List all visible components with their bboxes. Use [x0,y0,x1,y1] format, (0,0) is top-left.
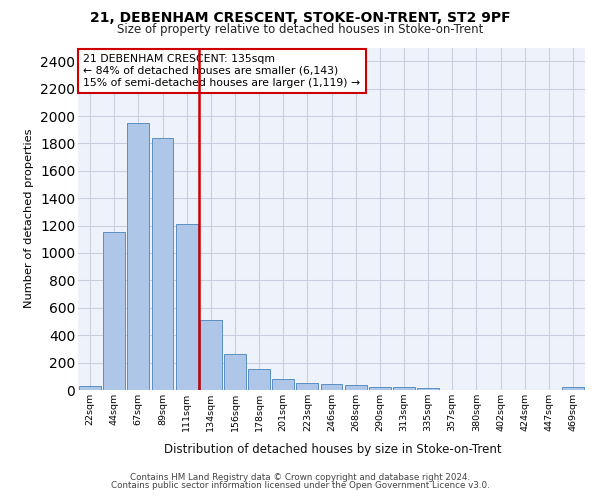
Text: Contains public sector information licensed under the Open Government Licence v3: Contains public sector information licen… [110,481,490,490]
Text: 21 DEBENHAM CRESCENT: 135sqm
← 84% of detached houses are smaller (6,143)
15% of: 21 DEBENHAM CRESCENT: 135sqm ← 84% of de… [83,54,360,88]
Bar [224,354,246,390]
Text: Size of property relative to detached houses in Stoke-on-Trent: Size of property relative to detached ho… [117,22,483,36]
Text: Contains HM Land Registry data © Crown copyright and database right 2024.: Contains HM Land Registry data © Crown c… [130,472,470,482]
Bar [393,388,415,390]
Bar [369,388,391,390]
Bar [127,123,149,390]
Bar [152,138,173,390]
Bar [320,384,343,390]
Bar [103,232,125,390]
Bar [296,383,318,390]
Text: Distribution of detached houses by size in Stoke-on-Trent: Distribution of detached houses by size … [164,442,502,456]
Bar [79,386,101,390]
Text: 21, DEBENHAM CRESCENT, STOKE-ON-TRENT, ST2 9PF: 21, DEBENHAM CRESCENT, STOKE-ON-TRENT, S… [89,11,511,25]
Y-axis label: Number of detached properties: Number of detached properties [25,129,34,308]
Bar [200,320,221,390]
Bar [417,388,439,390]
Bar [345,384,367,390]
Bar [176,224,197,390]
Bar [248,369,270,390]
Bar [562,388,584,390]
Bar [272,379,294,390]
